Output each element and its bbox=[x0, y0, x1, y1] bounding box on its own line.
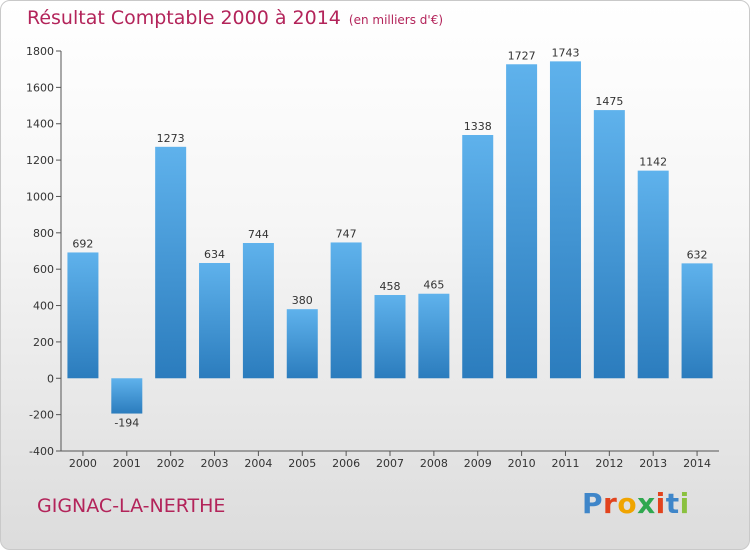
bar-2003 bbox=[199, 263, 231, 379]
x-tick-label: 2008 bbox=[420, 457, 448, 470]
x-tick-label: 2012 bbox=[595, 457, 623, 470]
x-tick-label: 2010 bbox=[508, 457, 536, 470]
data-label: 634 bbox=[204, 248, 225, 261]
logo-letter: o bbox=[617, 487, 638, 520]
y-tick-label: 1400 bbox=[26, 118, 54, 131]
bar-2006 bbox=[330, 242, 362, 379]
x-tick-label: 2002 bbox=[157, 457, 185, 470]
proxiti-logo: Proxiti bbox=[582, 487, 690, 520]
y-tick-label: 400 bbox=[33, 300, 54, 313]
data-label: 1338 bbox=[464, 120, 492, 133]
data-label: 1142 bbox=[639, 156, 667, 169]
chart-title: Résultat Comptable 2000 à 2014 bbox=[27, 7, 341, 29]
logo-letter: t bbox=[665, 487, 680, 520]
x-tick-label: 2011 bbox=[551, 457, 579, 470]
y-tick-label: 800 bbox=[33, 227, 54, 240]
y-axis: -400 -200 0 200 400 600 800 1000 1200 1400 1600 180… bbox=[26, 45, 62, 458]
data-label: 747 bbox=[336, 227, 357, 240]
bar-2004 bbox=[242, 243, 274, 379]
y-tick-label: 0 bbox=[47, 372, 54, 385]
x-tick-label: 2009 bbox=[464, 457, 492, 470]
data-label: 458 bbox=[380, 280, 401, 293]
bar-2009 bbox=[462, 135, 494, 379]
y-tick-label: 1200 bbox=[26, 154, 54, 167]
y-tick-label: 1600 bbox=[26, 81, 54, 94]
bar-2007 bbox=[374, 295, 406, 379]
y-tick-label: 1000 bbox=[26, 190, 54, 203]
logo-letter: r bbox=[603, 487, 618, 520]
commune-name: GIGNAC-LA-NERTHE bbox=[37, 495, 226, 517]
data-label: 1475 bbox=[595, 95, 623, 108]
data-label: 1727 bbox=[508, 49, 536, 62]
bars bbox=[67, 61, 713, 414]
bar-2013 bbox=[637, 170, 669, 379]
logo-letter: x bbox=[637, 487, 656, 520]
data-label: 380 bbox=[292, 294, 313, 307]
bar-2001 bbox=[111, 378, 143, 414]
logo-letter: i bbox=[679, 487, 690, 520]
bar-2010 bbox=[506, 64, 538, 379]
data-label: 1743 bbox=[551, 46, 579, 59]
data-label: 465 bbox=[423, 279, 444, 292]
y-tick-label: 1800 bbox=[26, 45, 54, 58]
logo-letter: P bbox=[582, 487, 604, 520]
chart-title-block: Résultat Comptable 2000 à 2014 (en millie… bbox=[27, 7, 443, 29]
bar-2008 bbox=[418, 293, 450, 379]
bar-2011 bbox=[549, 61, 581, 379]
x-tick-label: 2000 bbox=[69, 457, 97, 470]
logo-letter: i bbox=[655, 487, 666, 520]
bar-2000 bbox=[67, 252, 99, 379]
x-tick-label: 2001 bbox=[113, 457, 141, 470]
chart-subtitle: (en milliers d'€) bbox=[348, 13, 444, 27]
data-label: 692 bbox=[72, 237, 93, 250]
bar-2002 bbox=[155, 146, 187, 379]
data-label: 744 bbox=[248, 228, 269, 241]
x-tick-label: 2004 bbox=[244, 457, 272, 470]
x-tick-label: 2013 bbox=[639, 457, 667, 470]
data-label: -194 bbox=[114, 417, 139, 430]
y-tick-label: 200 bbox=[33, 336, 54, 349]
x-tick-label: 2014 bbox=[683, 457, 711, 470]
x-tick-label: 2007 bbox=[376, 457, 404, 470]
y-tick-label: -200 bbox=[29, 409, 54, 422]
x-tick-label: 2006 bbox=[332, 457, 360, 470]
bar-2014 bbox=[681, 263, 713, 379]
x-tick-label: 2003 bbox=[201, 457, 229, 470]
bar-2005 bbox=[286, 309, 318, 379]
data-label: 632 bbox=[687, 248, 708, 261]
y-tick-label: 600 bbox=[33, 263, 54, 276]
data-labels: 692 -194 1273 634 744 380 747 458 465 1338 1727 174… bbox=[72, 46, 707, 429]
x-tick-label: 2005 bbox=[288, 457, 316, 470]
x-axis: 2000 2001 2002 2003 2004 2005 2006 2007 2008 2009… bbox=[61, 450, 719, 470]
bar-2012 bbox=[593, 110, 625, 379]
data-label: 1273 bbox=[157, 132, 185, 145]
y-tick-label: -400 bbox=[29, 445, 54, 458]
